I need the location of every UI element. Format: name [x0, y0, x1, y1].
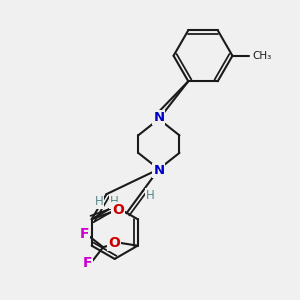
Text: H: H [94, 195, 103, 208]
Text: H: H [115, 202, 124, 215]
Text: N: N [153, 111, 164, 124]
Text: F: F [80, 227, 89, 241]
Text: F: F [83, 256, 92, 270]
Text: CH₃: CH₃ [252, 51, 272, 61]
Text: O: O [108, 236, 120, 250]
Text: O: O [112, 203, 124, 218]
Text: H: H [146, 189, 154, 202]
Text: N: N [153, 164, 164, 177]
Text: H: H [110, 195, 118, 208]
